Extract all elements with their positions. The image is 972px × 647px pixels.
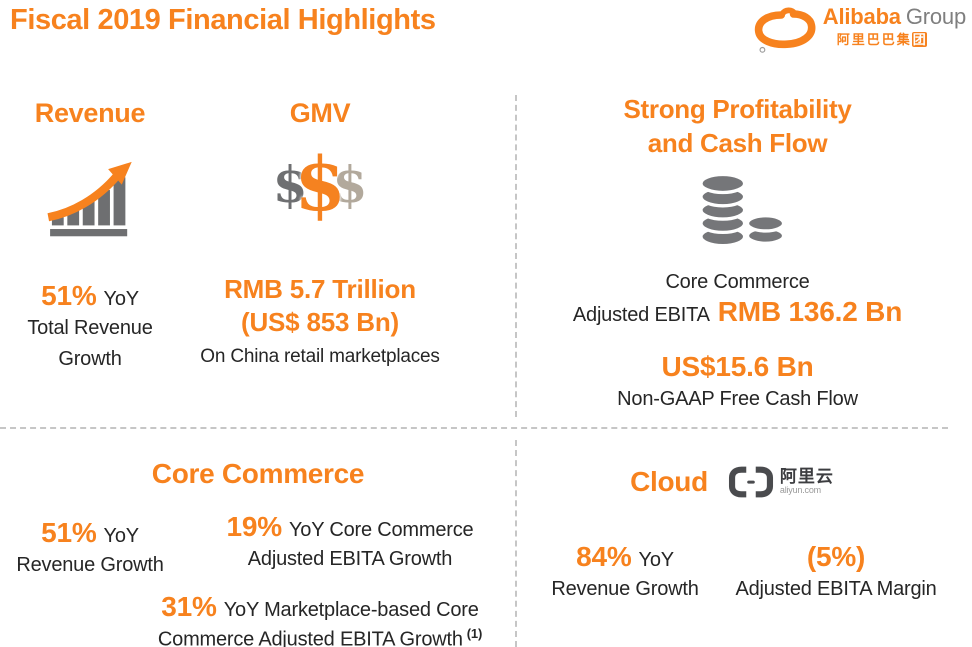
- cloud-stat1-unit: YoY: [638, 549, 675, 571]
- gmv-value-usd: (US$ 853 Bn): [241, 306, 399, 337]
- alibaba-logo: Alibaba Group 阿里巴巴集团: [753, 5, 966, 55]
- core-commerce-stat-revenue: 51% YoY Revenue Growth: [0, 516, 180, 581]
- section-profitability: Strong Profitability and Cash Flow Core …: [520, 93, 955, 415]
- section-core-commerce: Core Commerce 51% YoY Revenue Growth 19%…: [0, 448, 516, 647]
- revenue-caption-line1: Total Revenue: [27, 316, 153, 339]
- footnote-marker: (1): [466, 625, 483, 641]
- brand-name: Alibaba: [822, 4, 901, 29]
- aliyun-domain: aliyun.com: [779, 485, 821, 496]
- alibaba-logo-text: Alibaba Group 阿里巴巴集团: [823, 5, 966, 48]
- cloud-stat1-value: 84%: [576, 541, 632, 572]
- revenue-stat-unit: YoY: [103, 288, 140, 310]
- cc-stat3-text2-body: Commerce Adjusted EBITA Growth: [157, 628, 463, 647]
- cc-stat2-text1: YoY Core Commerce: [288, 519, 474, 541]
- cloud-stat-revenue: 84% YoY Revenue Growth: [520, 540, 730, 605]
- horizontal-divider: [0, 427, 948, 429]
- core-commerce-title: Core Commerce: [151, 458, 365, 489]
- cc-stat1-unit: YoY: [103, 525, 140, 547]
- cc-stat1-caption: Revenue Growth: [16, 553, 164, 576]
- section-revenue: Revenue 51% YoY Total Revenue Growth: [5, 98, 175, 375]
- revenue-caption-line2: Growth: [58, 347, 122, 370]
- ebita-line1: Core Commerce: [665, 270, 810, 293]
- ebita-block: Core Commerce Adjusted EBITA RMB 136.2 B…: [520, 269, 955, 329]
- free-cash-flow-block: US$15.6 Bn Non-GAAP Free Cash Flow: [520, 350, 955, 415]
- coins-icon: [520, 172, 955, 249]
- aliyun-logo: 阿里云 aliyun.com: [728, 464, 834, 500]
- cloud-stat1-caption: Revenue Growth: [551, 577, 699, 600]
- fcf-caption: Non-GAAP Free Cash Flow: [617, 387, 858, 410]
- dollar-signs-icon: $ $ $: [195, 143, 445, 227]
- core-commerce-stat-marketplace: 31% YoY Marketplace-based Core Commerce …: [100, 590, 540, 647]
- page-title: Fiscal 2019 Financial Highlights: [10, 4, 436, 36]
- revenue-stat: 51% YoY: [5, 279, 175, 313]
- cc-stat3-value: 31%: [161, 591, 217, 622]
- alibaba-face-icon: [754, 7, 816, 53]
- section-cloud: Cloud 阿里云 aliyun.com 84% YoY Revenue Gro…: [520, 448, 972, 647]
- dollar-tan: $: [332, 155, 368, 214]
- vertical-divider-top: [515, 95, 517, 417]
- brand-suffix: Group: [905, 4, 966, 29]
- vertical-divider-bottom: [515, 440, 517, 647]
- aliyun-brackets-icon: [728, 466, 773, 498]
- chinese-main: 阿里巴巴集: [836, 32, 912, 48]
- cloud-header: Cloud 阿里云 aliyun.com: [520, 464, 944, 500]
- dollar-orange: $: [294, 142, 346, 228]
- gmv-value-rmb: RMB 5.7 Trillion: [224, 274, 416, 304]
- aliyun-chinese: 阿里云: [779, 467, 834, 487]
- chinese-boxed-char: 团: [911, 32, 927, 48]
- cc-stat2-value: 19%: [226, 511, 283, 542]
- cc-stat3-text2: Commerce Adjusted EBITA Growth (1): [100, 624, 540, 647]
- gmv-caption: On China retail marketplaces: [200, 346, 440, 367]
- cloud-title: Cloud: [630, 466, 708, 497]
- fcf-value: US$15.6 Bn: [661, 351, 814, 383]
- revenue-growth-chart-icon: [5, 161, 175, 239]
- alibaba-wordmark: Alibaba Group: [823, 5, 966, 28]
- gmv-title: GMV: [289, 98, 351, 128]
- profitability-title-line2: and Cash Flow: [647, 127, 828, 158]
- core-commerce-stat-ebita: 19% YoY Core Commerce Adjusted EBITA Gro…: [185, 510, 515, 575]
- revenue-title: Revenue: [34, 98, 146, 128]
- cloud-stat-margin: (5%) Adjusted EBITA Margin: [710, 540, 962, 605]
- cc-stat1-value: 51%: [41, 517, 97, 548]
- dollar-gray: $: [272, 155, 308, 214]
- cc-stat3-text1: YoY Marketplace-based Core: [223, 599, 479, 621]
- cloud-stat2-value: (5%): [806, 541, 866, 572]
- profitability-title-line1: Strong Profitability: [623, 94, 852, 124]
- ebita-value: RMB 136.2 Bn: [717, 295, 903, 327]
- section-gmv: GMV $ $ $ RMB 5.7 Trillion (US$ 853 Bn) …: [195, 98, 445, 371]
- cloud-stat2-caption: Adjusted EBITA Margin: [735, 577, 937, 600]
- ebita-label: Adjusted EBITA: [572, 303, 710, 326]
- revenue-stat-value: 51%: [41, 280, 97, 311]
- cc-stat2-text2: Adjusted EBITA Growth: [247, 547, 453, 570]
- alibaba-chinese: 阿里巴巴集团: [837, 29, 927, 48]
